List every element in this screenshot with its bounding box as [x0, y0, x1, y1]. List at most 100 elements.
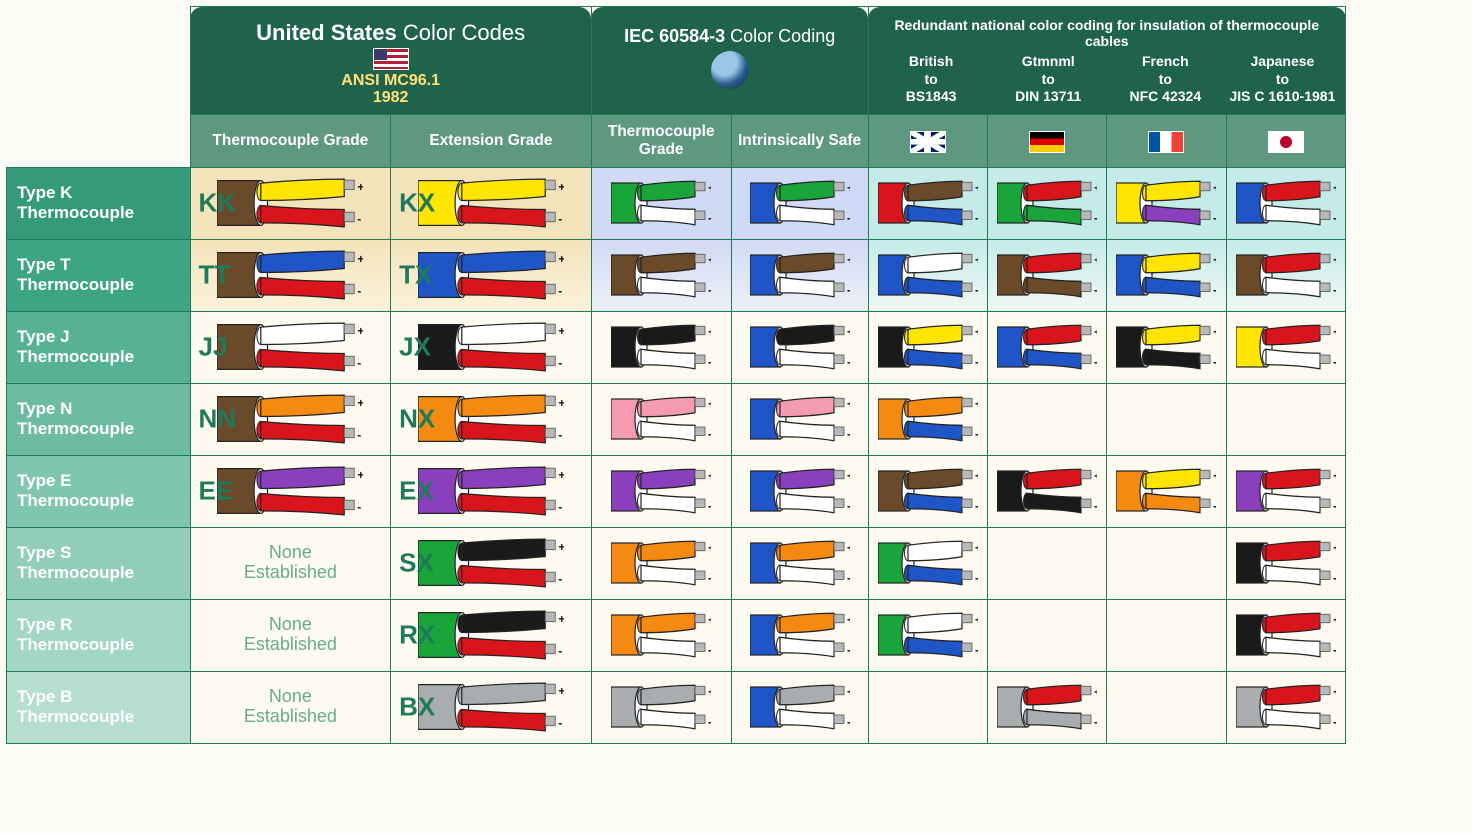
svg-text:+: + [1333, 253, 1336, 267]
svg-text:+: + [358, 468, 364, 482]
svg-text:-: - [1094, 211, 1097, 225]
cell-nat-3: + - [1226, 527, 1345, 599]
cell-us-tc: EE + - [190, 455, 391, 527]
svg-text:-: - [358, 428, 362, 442]
svg-text:-: - [558, 428, 562, 442]
svg-text:-: - [558, 212, 562, 226]
cell-nat-3: + - [1226, 239, 1345, 311]
cell-iec-tc: + - [591, 383, 731, 455]
svg-text:-: - [558, 716, 562, 730]
svg-text:-: - [708, 571, 711, 585]
svg-text:+: + [975, 397, 978, 411]
flag-cell-fr [1107, 114, 1226, 167]
svg-text:+: + [975, 181, 978, 195]
cell-iec-safe: + - [731, 239, 868, 311]
cell-nat-0: + - [868, 527, 987, 599]
grade-tag: EE [199, 476, 234, 507]
svg-text:+: + [975, 469, 978, 483]
cell-us-tc-none: NoneEstablished [190, 671, 391, 743]
svg-text:-: - [1213, 499, 1216, 513]
row-label: Type BThermocouple [7, 671, 191, 743]
svg-text:+: + [708, 613, 711, 627]
svg-text:-: - [358, 500, 362, 514]
svg-text:-: - [975, 283, 978, 297]
svg-text:+: + [358, 324, 364, 338]
jp-flag-icon [1268, 131, 1304, 153]
svg-text:-: - [708, 355, 711, 369]
svg-text:-: - [558, 356, 562, 370]
svg-text:+: + [975, 253, 978, 267]
svg-text:-: - [558, 284, 562, 298]
row-label: Type KThermocouple [7, 167, 191, 239]
us-flag-icon [373, 48, 409, 70]
svg-text:+: + [708, 397, 711, 411]
svg-text:+: + [1213, 181, 1216, 195]
row-label: Type RThermocouple [7, 599, 191, 671]
header-us: United States Color Codes ANSI MC96.1198… [190, 7, 591, 115]
svg-text:-: - [847, 715, 850, 729]
grade-tag: TT [199, 260, 231, 291]
svg-text:-: - [847, 499, 850, 513]
svg-text:+: + [847, 469, 850, 483]
subheader-iec-tc: Thermocouple Grade [591, 114, 731, 167]
svg-text:+: + [708, 181, 711, 195]
svg-text:+: + [1094, 325, 1097, 339]
svg-text:-: - [847, 571, 850, 585]
cell-nat-1-empty [987, 527, 1106, 599]
svg-text:-: - [847, 211, 850, 225]
cell-iec-tc: + - [591, 311, 731, 383]
cell-us-ext: SX + - [391, 527, 592, 599]
svg-text:-: - [1094, 715, 1097, 729]
flag-cell-de [987, 114, 1106, 167]
row-label: Type TThermocouple [7, 239, 191, 311]
flag-cell-jp [1226, 114, 1345, 167]
svg-text:-: - [708, 283, 711, 297]
fr-flag-icon [1148, 131, 1184, 153]
cell-iec-safe: + - [731, 167, 868, 239]
svg-text:-: - [975, 427, 978, 441]
svg-text:-: - [358, 356, 362, 370]
grade-tag: SX [399, 548, 434, 579]
svg-text:+: + [708, 325, 711, 339]
svg-text:+: + [847, 253, 850, 267]
nat-col-fr: FrenchtoNFC 42324 [1107, 51, 1224, 108]
svg-text:+: + [975, 613, 978, 627]
svg-text:+: + [1333, 685, 1336, 699]
row-label: Type JThermocouple [7, 311, 191, 383]
cell-nat-2: + - [1107, 455, 1226, 527]
cell-nat-1: + - [987, 311, 1106, 383]
svg-text:+: + [1094, 469, 1097, 483]
svg-text:+: + [358, 252, 364, 266]
svg-text:-: - [1333, 499, 1336, 513]
globe-icon [711, 51, 749, 89]
svg-text:-: - [1094, 499, 1097, 513]
grade-tag: BX [399, 692, 435, 723]
svg-text:+: + [558, 396, 564, 410]
cell-nat-2: + - [1107, 239, 1226, 311]
cell-nat-3: + - [1226, 455, 1345, 527]
cell-us-ext: BX + - [391, 671, 592, 743]
svg-text:+: + [558, 252, 564, 266]
cell-nat-3: + - [1226, 311, 1345, 383]
svg-text:+: + [1333, 469, 1336, 483]
cell-us-tc: JJ + - [190, 311, 391, 383]
svg-text:-: - [1333, 643, 1336, 657]
svg-text:+: + [1333, 181, 1336, 195]
cell-nat-0: + - [868, 599, 987, 671]
cell-nat-1-empty [987, 599, 1106, 671]
svg-text:+: + [847, 685, 850, 699]
svg-text:-: - [708, 499, 711, 513]
svg-text:-: - [1333, 355, 1336, 369]
cell-nat-0-empty [868, 671, 987, 743]
svg-text:-: - [558, 644, 562, 658]
subheader-us-ext: Extension Grade [391, 114, 592, 167]
svg-text:-: - [975, 499, 978, 513]
cell-us-ext: RX + - [391, 599, 592, 671]
svg-text:-: - [358, 212, 362, 226]
svg-text:+: + [847, 325, 850, 339]
svg-text:+: + [1213, 325, 1216, 339]
cell-nat-2-empty [1107, 599, 1226, 671]
svg-text:+: + [1213, 469, 1216, 483]
cell-nat-1: + - [987, 239, 1106, 311]
cell-us-tc: NN + - [190, 383, 391, 455]
